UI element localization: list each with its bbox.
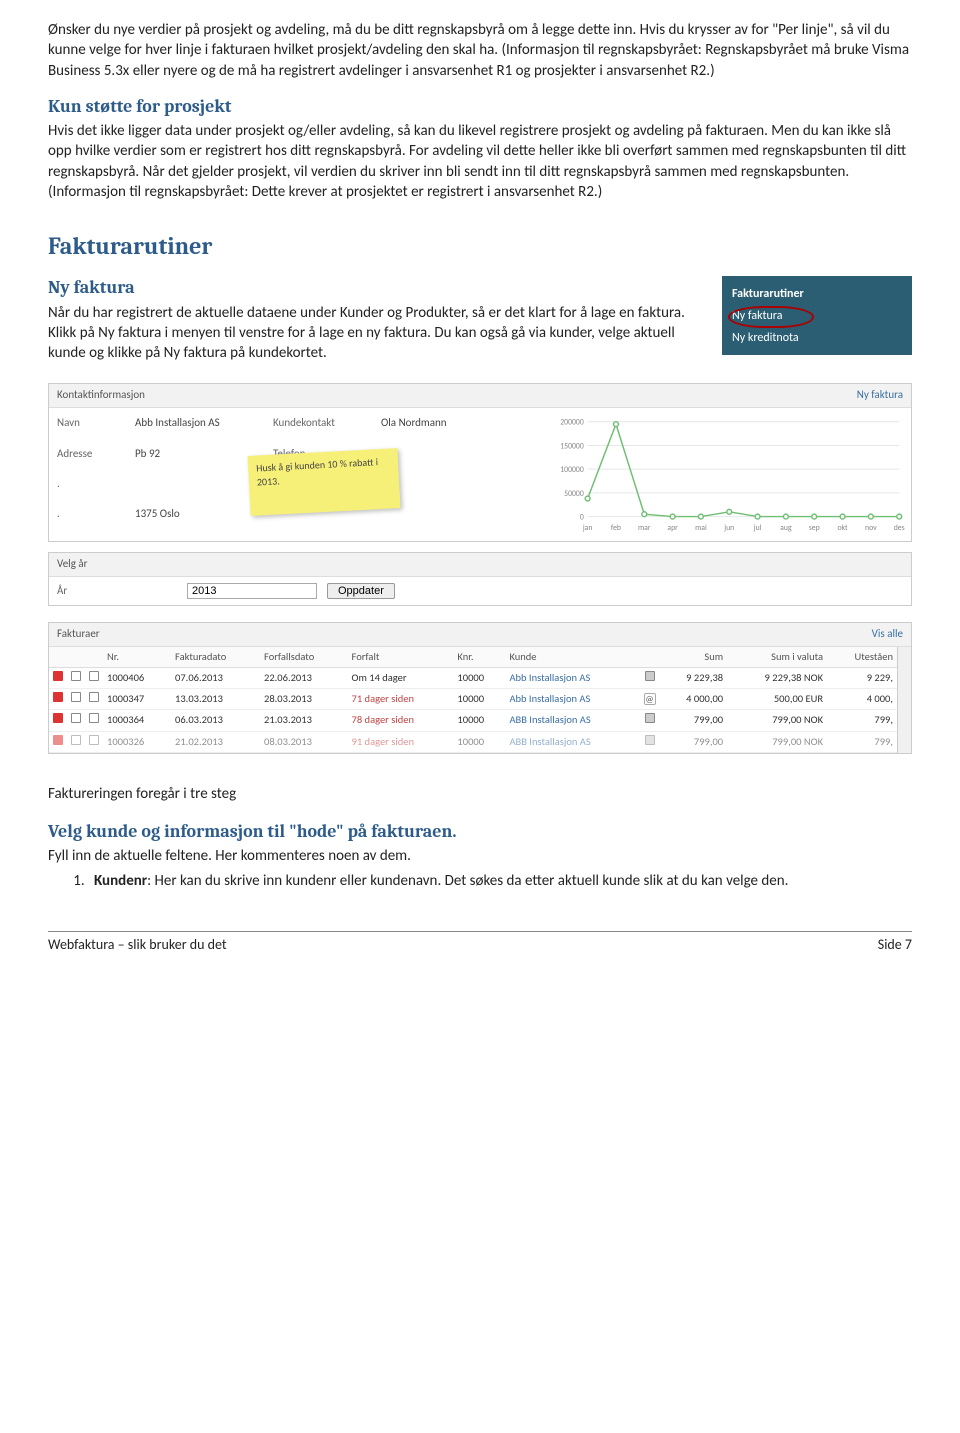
fakturaer-title: Fakturaer (57, 627, 100, 642)
list-item-kundenr: Kundenr: Her kan du skrive inn kundenr e… (88, 871, 912, 891)
svg-text:nov: nov (865, 524, 877, 533)
pdf-icon[interactable] (53, 713, 63, 723)
aar-input[interactable] (187, 583, 317, 599)
svg-text:okt: okt (837, 524, 848, 533)
pdf-icon[interactable] (53, 735, 63, 745)
label-navn: Navn (57, 416, 127, 442)
vis-alle-link[interactable]: Vis alle (872, 627, 903, 642)
contact-panel-title: Kontaktinformasjon (57, 388, 145, 403)
svg-text:0: 0 (580, 514, 584, 523)
revenue-chart: 0 50000 100000 150000 200000 jan feb mar apr mai j… (541, 408, 911, 541)
contact-panel: Kontaktinformasjon Ny faktura Navn Abb I… (48, 383, 912, 542)
menu-item-ny-kreditnota[interactable]: Ny kreditnota (732, 328, 902, 350)
svg-text:apr: apr (667, 524, 678, 533)
svg-text:150000: 150000 (560, 443, 584, 452)
email-icon[interactable]: @ (644, 693, 656, 705)
sidebar-menu-screenshot: Fakturarutiner Ny faktura Ny kreditnota (722, 276, 912, 355)
svg-text:des: des (894, 524, 905, 533)
ny-faktura-link[interactable]: Ny faktura (857, 388, 903, 403)
svg-text:jun: jun (723, 524, 734, 533)
table-row[interactable]: 100034713.03.201328.03.201371 dager side… (49, 689, 897, 710)
label-adresse: Adresse (57, 447, 127, 473)
svg-text:200000: 200000 (560, 419, 584, 428)
tre-steg-text: Faktureringen foregår i tre steg (48, 784, 912, 804)
oppdater-button[interactable]: Oppdater (327, 583, 395, 599)
doc-icon[interactable] (89, 692, 99, 702)
heading-velg-kunde: Velg kunde og informasjon til "hode" på … (48, 820, 912, 844)
pdf-icon[interactable] (53, 692, 63, 702)
value-kundekontakt: Ola Nordmann (381, 416, 501, 442)
kun-stotte-paragraph: Hvis det ikke ligger data under prosjekt… (48, 121, 912, 202)
svg-text:feb: feb (611, 524, 621, 533)
svg-text:mar: mar (638, 524, 651, 533)
doc-icon[interactable] (89, 671, 99, 681)
doc-icon[interactable] (71, 735, 81, 745)
heading-kun-stotte: Kun støtte for prosjekt (48, 95, 912, 119)
svg-text:jan: jan (582, 524, 593, 533)
svg-text:aug: aug (780, 524, 792, 533)
svg-text:sep: sep (809, 524, 820, 533)
svg-text:100000: 100000 (560, 466, 584, 475)
print-icon[interactable] (645, 735, 655, 745)
doc-icon[interactable] (89, 713, 99, 723)
menu-title: Fakturarutiner (732, 284, 902, 306)
velg-aar-panel: Velg år År Oppdater (48, 552, 912, 606)
svg-text:mai: mai (695, 524, 707, 533)
table-row[interactable]: 100040607.06.201322.06.2013Om 14 dager10… (49, 668, 897, 689)
value-sted: 1375 Oslo (135, 507, 265, 533)
doc-icon[interactable] (71, 671, 81, 681)
label-kundekontakt: Kundekontakt (273, 416, 373, 442)
table-row[interactable]: 100032621.02.201308.03.201391 dager side… (49, 731, 897, 752)
label-dot2: . (57, 507, 127, 533)
table-row[interactable]: 100036406.03.201321.03.201378 dager side… (49, 710, 897, 731)
invoice-table: Nr.FakturadatoForfallsdatoForfaltKnr.Kun… (49, 647, 897, 753)
doc-icon[interactable] (71, 713, 81, 723)
heading-fakturarutiner: Fakturarutiner (48, 230, 912, 262)
doc-icon[interactable] (71, 692, 81, 702)
label-dot1: . (57, 477, 127, 503)
svg-text:jul: jul (753, 524, 762, 533)
heading-ny-faktura: Ny faktura (48, 276, 704, 300)
scrollbar[interactable] (897, 647, 911, 753)
label-aar: År (57, 584, 177, 599)
pdf-icon[interactable] (53, 671, 63, 681)
velg-aar-title: Velg år (57, 557, 87, 572)
footer-left: Webfaktura – slik bruker du det (48, 936, 227, 955)
velg-kunde-intro: Fyll inn de aktuelle feltene. Her kommen… (48, 846, 912, 866)
print-icon[interactable] (645, 713, 655, 723)
value-adresse: Pb 92 (135, 447, 265, 473)
svg-text:50000: 50000 (564, 490, 584, 499)
ny-faktura-paragraph: Når du har registrert de aktuelle dataen… (48, 303, 704, 364)
fakturaer-panel: Fakturaer Vis alle Nr.FakturadatoForfall… (48, 622, 912, 754)
print-icon[interactable] (645, 671, 655, 681)
value-navn: Abb Installasjon AS (135, 416, 265, 442)
sticky-note: Husk å gi kunden 10 % rabatt i 2013. (248, 448, 401, 516)
intro-paragraph: Ønsker du nye verdier på prosjekt og avd… (48, 20, 912, 81)
doc-icon[interactable] (89, 735, 99, 745)
footer-right: Side 7 (878, 936, 912, 955)
red-highlight-circle (728, 306, 814, 328)
